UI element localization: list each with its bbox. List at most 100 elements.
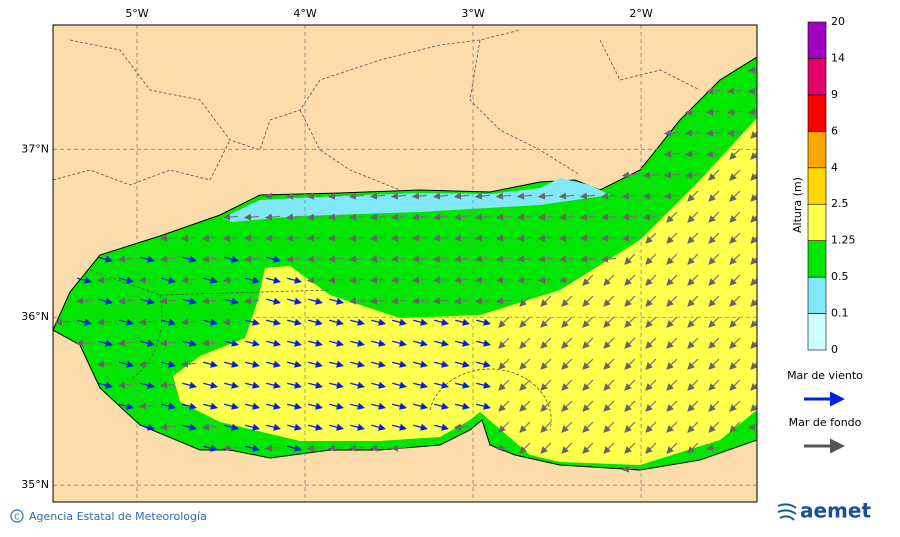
wave-arrow <box>308 381 323 389</box>
wave-arrow <box>540 421 552 433</box>
wave-arrow <box>687 316 699 328</box>
x-tick-label: 3°W <box>461 7 484 20</box>
wave-arrow <box>77 318 92 326</box>
wave-arrow <box>561 442 573 454</box>
wave-arrow <box>582 295 594 307</box>
wave-arrow <box>666 421 678 433</box>
wave-arrow <box>687 400 699 412</box>
wave-arrow <box>329 402 344 410</box>
wave-arrow <box>600 213 617 221</box>
wave-arrow <box>350 402 365 410</box>
wave-arrow <box>348 234 365 242</box>
wave-arrow <box>306 192 323 200</box>
copyright-icon <box>10 509 24 523</box>
wave-arrow <box>201 339 218 347</box>
wave-arrow <box>645 337 657 349</box>
wave-arrow <box>306 213 323 221</box>
wave-arrow <box>266 318 281 326</box>
wave-arrow <box>243 213 260 221</box>
wave-arrow <box>687 274 699 286</box>
wave-arrow <box>729 421 741 433</box>
wave-arrow <box>453 297 470 305</box>
wave-arrow <box>369 192 386 200</box>
wave-arrow <box>411 297 428 305</box>
colorbar-label: 0 <box>831 343 838 356</box>
wave-arrow <box>138 276 155 284</box>
wave-arrow <box>350 360 365 368</box>
colorbar-segment <box>807 131 827 169</box>
wave-arrow <box>666 316 678 328</box>
wave-arrow <box>245 381 260 389</box>
wave-arrow <box>161 402 176 410</box>
colorbar-segment <box>807 21 827 59</box>
wave-arrow <box>729 148 741 160</box>
wave-arrow <box>603 337 615 349</box>
y-tick-label: 37°N <box>21 142 49 155</box>
wave-arrow <box>687 211 699 223</box>
wave-arrow <box>708 190 720 202</box>
wave-arrow <box>224 297 239 305</box>
wave-arrow <box>434 360 449 368</box>
wave-arrow <box>540 442 552 454</box>
wave-arrow <box>582 358 594 370</box>
wave-arrow <box>498 337 510 349</box>
wave-arrow <box>222 276 239 284</box>
wave-arrow <box>495 276 512 284</box>
wave-arrow <box>138 360 155 368</box>
wave-arrow <box>666 337 678 349</box>
wave-arrow <box>603 400 615 412</box>
wave-arrow <box>138 402 155 410</box>
wave-arrow <box>537 276 554 284</box>
wave-arrow <box>750 341 757 349</box>
wave-arrow <box>603 295 615 307</box>
wave-arrow <box>476 339 491 347</box>
wave-arrow <box>705 150 722 158</box>
wave-arrow <box>432 276 449 284</box>
wave-arrow <box>222 213 239 221</box>
wave-arrow <box>558 192 575 200</box>
wave-arrow <box>348 297 365 305</box>
colorbar: 0 0.1 0.5 1.25 2.5 4 6 9 14 20 <box>807 15 856 356</box>
wave-arrow <box>684 150 701 158</box>
wave-arrow <box>579 255 596 263</box>
wave-arrow <box>222 444 239 452</box>
wave-arrow <box>729 316 741 328</box>
wave-arrow <box>582 379 594 391</box>
wave-arrow <box>582 274 594 286</box>
wave-arrow <box>540 379 552 391</box>
wave-arrow <box>666 400 678 412</box>
wave-arrow <box>327 192 344 200</box>
wave-arrow <box>498 421 510 433</box>
wave-arrow <box>663 129 680 137</box>
wave-arrow <box>266 297 281 305</box>
wave-arrow <box>561 400 573 412</box>
wave-arrow <box>266 339 281 347</box>
wave-arrow <box>516 213 533 221</box>
wave-arrow <box>371 402 386 410</box>
wave-arrow <box>750 383 757 391</box>
wave-arrow <box>474 297 491 305</box>
copyright-c: C <box>14 513 20 522</box>
wave-arrow <box>561 295 573 307</box>
wave-arrow <box>666 232 678 244</box>
wave-arrow <box>729 337 741 349</box>
wave-arrow <box>369 234 386 242</box>
wave-arrow <box>624 421 636 433</box>
wave-arrow <box>519 421 531 433</box>
wave-arrow <box>369 255 386 263</box>
wave-arrow <box>327 444 344 452</box>
logo-icon <box>777 503 797 521</box>
wave-arrow <box>306 255 323 263</box>
wave-arrow <box>54 318 71 326</box>
wave-arrow <box>432 213 449 221</box>
wave-arrow <box>642 171 659 179</box>
wave-arrow <box>600 234 617 242</box>
wave-arrow <box>666 274 678 286</box>
wave-arrow <box>600 192 617 200</box>
wave-arrow <box>579 192 596 200</box>
wave-arrow <box>708 421 720 433</box>
wave-arrow <box>455 318 470 326</box>
wave-arrow <box>684 108 701 116</box>
wave-arrow <box>729 190 741 202</box>
